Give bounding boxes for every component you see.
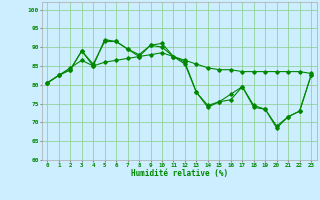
X-axis label: Humidité relative (%): Humidité relative (%) bbox=[131, 169, 228, 178]
